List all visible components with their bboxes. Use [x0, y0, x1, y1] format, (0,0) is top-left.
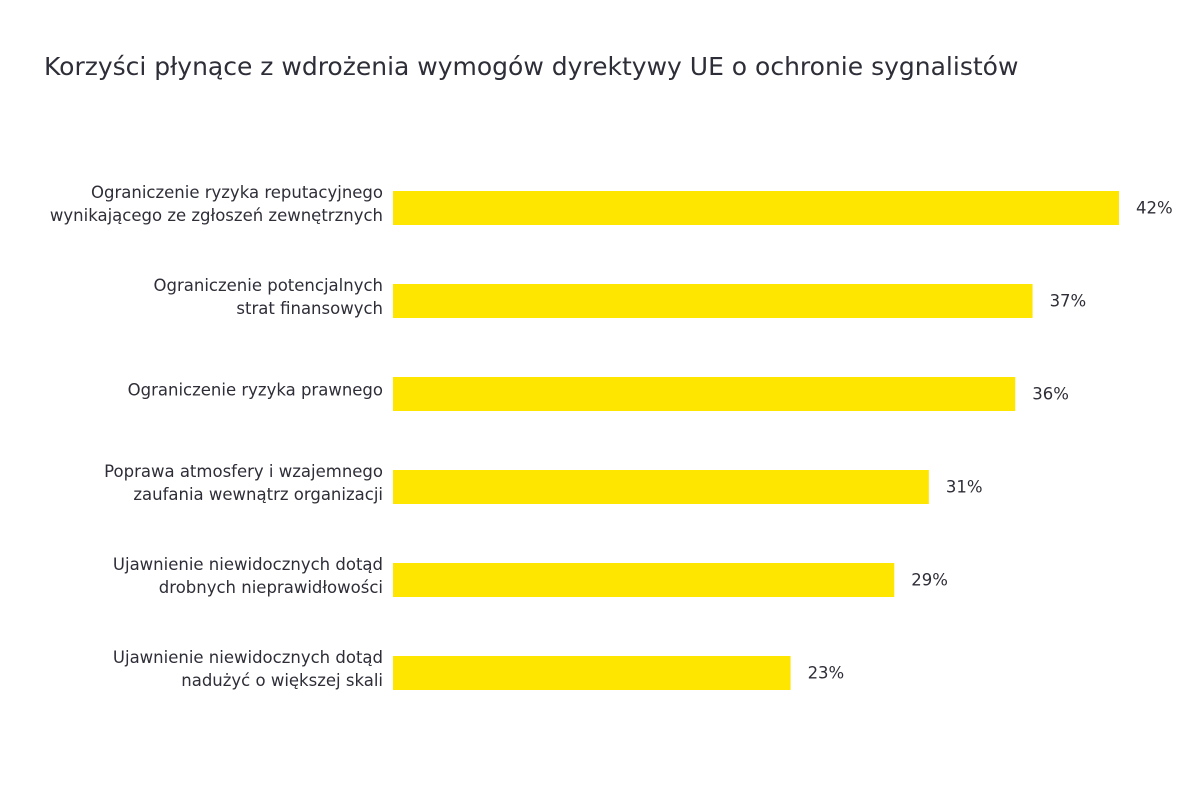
category-label-line: Ograniczenie ryzyka reputacyjnego — [91, 183, 383, 202]
value-label-2: 37% — [1050, 292, 1087, 311]
category-label-5: Ujawnienie niewidocznych dotąd drobnych n… — [113, 555, 383, 597]
category-label-line: Ujawnienie niewidocznych dotąd — [113, 648, 383, 667]
category-label-6: Ujawnienie niewidocznych dotąd nadużyć o … — [113, 648, 383, 690]
bars-group — [393, 191, 1119, 690]
bar-2 — [393, 284, 1033, 318]
category-label-4: Poprawa atmosfery i wzajemnego zaufania w… — [104, 462, 383, 504]
bar-6 — [393, 656, 791, 690]
category-label-line: strat finansowych — [236, 299, 383, 318]
category-label-2: Ograniczenie potencjalnych strat finansow… — [154, 276, 383, 318]
category-label-line: Poprawa atmosfery i wzajemnego — [104, 462, 383, 481]
value-label-1: 42% — [1136, 199, 1173, 218]
category-label-line: nadużyć o większej skali — [181, 671, 383, 690]
category-label-line: Ujawnienie niewidocznych dotąd — [113, 555, 383, 574]
category-label-line: Ograniczenie ryzyka prawnego — [128, 381, 383, 400]
value-label-5: 29% — [911, 571, 948, 590]
category-labels-group: Ograniczenie ryzyka reputacyjnego wynikaj… — [50, 183, 383, 690]
value-label-3: 36% — [1032, 385, 1069, 404]
category-label-3: Ograniczenie ryzyka prawnego — [128, 381, 383, 400]
bar-1 — [393, 191, 1119, 225]
chart-title: Korzyści płynące z wdrożenia wymogów dyr… — [44, 52, 1019, 81]
bar-3 — [393, 377, 1016, 411]
category-label-line: Ograniczenie potencjalnych — [154, 276, 383, 295]
category-label-line: wynikającego ze zgłoszeń zewnętrznych — [50, 206, 383, 225]
bar-5 — [393, 563, 895, 597]
category-label-line: drobnych nieprawidłowości — [159, 578, 383, 597]
value-label-4: 31% — [946, 478, 983, 497]
value-labels-group: 42% 37% 36% 31% 29% 23% — [808, 199, 1173, 683]
category-label-1: Ograniczenie ryzyka reputacyjnego wynikaj… — [50, 183, 383, 225]
category-label-line: zaufania wewnątrz organizacji — [133, 485, 383, 504]
value-label-6: 23% — [808, 664, 845, 683]
bar-4 — [393, 470, 929, 504]
